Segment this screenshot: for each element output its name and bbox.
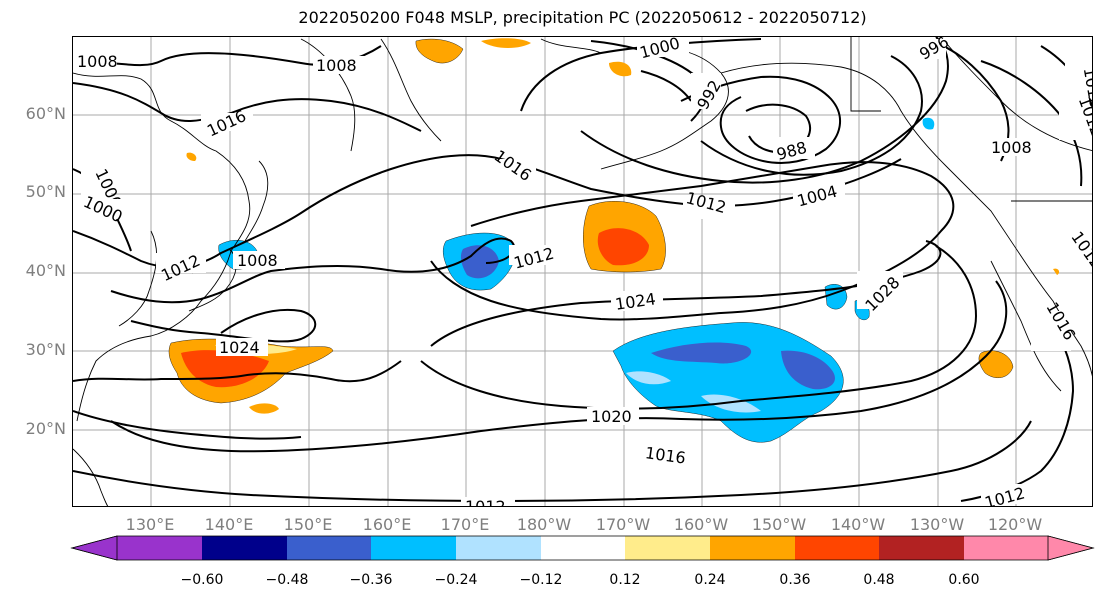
colorbar-tick: 0.36 bbox=[779, 572, 811, 588]
colorbar-min-extend bbox=[70, 535, 118, 561]
colorbar-tick: 0.60 bbox=[948, 572, 980, 588]
isobar-label: 1012 bbox=[465, 497, 506, 507]
colorbar-tick: 0.24 bbox=[694, 572, 726, 588]
colorbar-max-extend bbox=[1047, 535, 1095, 561]
lon-label-170e: 170°E bbox=[440, 515, 490, 534]
isobar-label: 1008 bbox=[237, 251, 278, 270]
colorbar bbox=[70, 535, 1095, 561]
lon-label-160w: 160°W bbox=[673, 515, 729, 534]
colorbar-tick: −0.60 bbox=[180, 572, 224, 588]
colorbar-tick: 0.48 bbox=[863, 572, 895, 588]
lon-label-150e: 150°E bbox=[283, 515, 333, 534]
colorbar-tick: 0.12 bbox=[609, 572, 641, 588]
lon-label-140e: 140°E bbox=[204, 515, 254, 534]
colorbar-segment bbox=[202, 536, 287, 560]
lon-label-170w: 170°W bbox=[595, 515, 651, 534]
colorbar-tick: −0.48 bbox=[265, 572, 309, 588]
colorbar-tick: −0.12 bbox=[519, 572, 563, 588]
colorbar-segment bbox=[371, 536, 456, 560]
precip-positive-shading bbox=[168, 38, 1060, 414]
lon-label-130w: 130°W bbox=[909, 515, 965, 534]
colorbar-segment bbox=[879, 536, 964, 560]
lon-label-130e: 130°E bbox=[125, 515, 175, 534]
colorbar-segment bbox=[795, 536, 879, 560]
isobar-label: 1008 bbox=[316, 56, 357, 75]
colorbar-tick: −0.24 bbox=[434, 572, 478, 588]
isobar-label: 1020 bbox=[591, 407, 632, 426]
lat-label-40n: 40°N bbox=[25, 261, 66, 280]
lon-label-150w: 150°W bbox=[751, 515, 807, 534]
lon-label-120w: 120°W bbox=[987, 515, 1043, 534]
isobar-label: 1008 bbox=[77, 52, 118, 71]
lat-label-30n: 30°N bbox=[25, 340, 66, 359]
isobar-label: 1008 bbox=[991, 138, 1032, 157]
colorbar-segment bbox=[287, 536, 371, 560]
map-svg: 1008 1008 1016 1000 1000 1012 1008 1024 … bbox=[73, 37, 1092, 507]
isobar-label: 1016 bbox=[204, 106, 249, 140]
colorbar-segment bbox=[117, 536, 202, 560]
lon-label-180w: 180°W bbox=[516, 515, 572, 534]
lon-label-160e: 160°E bbox=[362, 515, 412, 534]
colorbar-segment bbox=[541, 536, 625, 560]
isobar-contours bbox=[73, 37, 1092, 503]
lon-label-140w: 140°W bbox=[830, 515, 886, 534]
colorbar-tick: −0.36 bbox=[349, 572, 393, 588]
isobar-label: 1024 bbox=[219, 338, 260, 357]
lat-label-50n: 50°N bbox=[25, 182, 66, 201]
lat-label-20n: 20°N bbox=[25, 419, 66, 438]
map-plot-area: 1008 1008 1016 1000 1000 1012 1008 1024 … bbox=[72, 36, 1093, 507]
colorbar-segment bbox=[710, 536, 795, 560]
colorbar-segment bbox=[964, 536, 1048, 560]
map-title: 2022050200 F048 MSLP, precipitation PC (… bbox=[298, 8, 867, 27]
lat-label-60n: 60°N bbox=[25, 104, 66, 123]
coastlines bbox=[73, 37, 1092, 506]
colorbar-segment bbox=[625, 536, 710, 560]
colorbar-segment bbox=[456, 536, 541, 560]
